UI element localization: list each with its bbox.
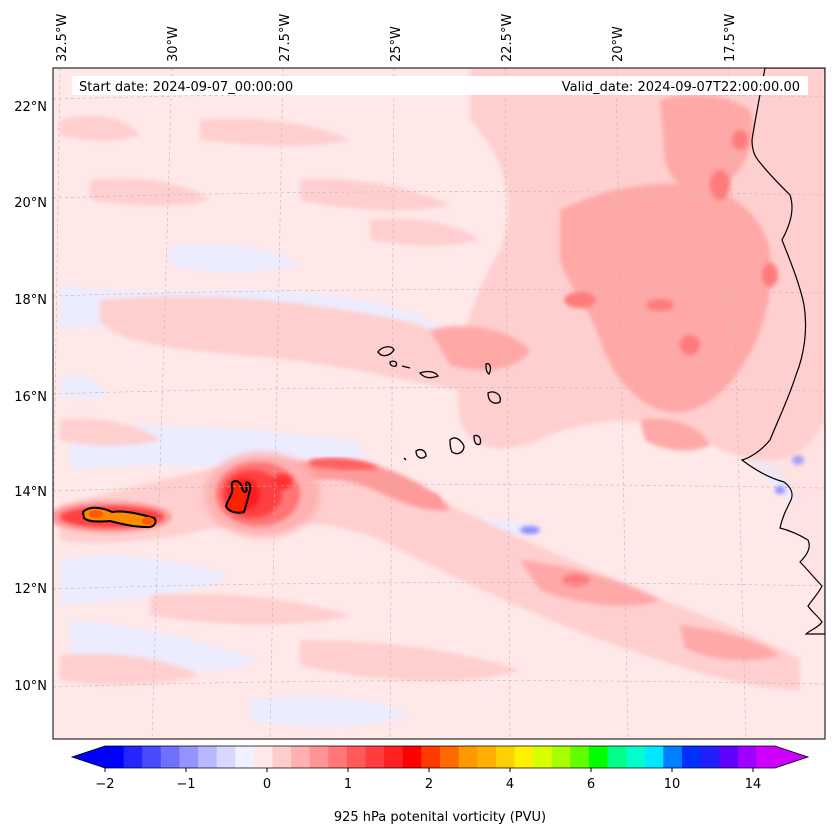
map-panel xyxy=(53,68,825,739)
colorbar-over-arrow xyxy=(775,746,808,768)
lon-label: 17.5°W xyxy=(723,14,738,62)
colorbar-tick-label: −2 xyxy=(95,777,114,792)
colorbar-cell xyxy=(458,746,478,768)
lat-label: 22°N xyxy=(14,100,47,115)
colorbar-cell xyxy=(421,746,441,768)
colorbar-cell xyxy=(105,746,125,768)
colorbar-under-arrow xyxy=(72,746,105,768)
lon-label: 32.5°W xyxy=(55,14,70,62)
lat-label: 14°N xyxy=(14,485,47,500)
colorbar-cell xyxy=(402,746,422,768)
western-vortex xyxy=(53,501,172,533)
colorbar-tick-label: 10 xyxy=(664,777,681,792)
colorbar-cell xyxy=(607,746,627,768)
colorbar-cell xyxy=(309,746,329,768)
colorbar-cell xyxy=(160,746,180,768)
colorbar-tick-label: 0 xyxy=(263,777,271,792)
start-date-label: Start date: 2024-09-07_00:00:00 xyxy=(79,80,293,95)
colorbar-cell xyxy=(142,746,162,768)
map-frame xyxy=(52,67,826,740)
colorbar-cell xyxy=(179,746,199,768)
colorbar-cell xyxy=(123,746,143,768)
colorbar-cell xyxy=(198,746,218,768)
colorbar-cell xyxy=(235,746,255,768)
colorbar-cell xyxy=(663,746,683,768)
colorbar-tick-label: −1 xyxy=(176,777,195,792)
colorbar-cell xyxy=(700,746,720,768)
colorbar-cell xyxy=(365,746,385,768)
colorbar-cell xyxy=(346,746,367,768)
lat-label: 16°N xyxy=(14,390,47,405)
lon-label: 27.5°W xyxy=(278,14,293,62)
colorbar-cell xyxy=(514,746,534,768)
colorbar-cell xyxy=(216,746,236,768)
colorbar-cell xyxy=(570,746,590,768)
colorbar: −2 −1 0 1 2 4 6 10 14 925 hPa potenital … xyxy=(70,745,810,825)
colorbar-cell xyxy=(588,746,608,768)
colorbar-cell xyxy=(272,746,292,768)
colorbar-cell xyxy=(551,746,571,768)
lat-label: 10°N xyxy=(14,679,47,694)
colorbar-cell xyxy=(253,746,273,768)
colorbar-tick-label: 2 xyxy=(425,777,433,792)
lat-label: 20°N xyxy=(14,196,47,211)
vortex-contour xyxy=(224,480,252,514)
colorbar-cells xyxy=(105,746,776,768)
colorbar-tick-label: 6 xyxy=(587,777,595,792)
colorbar-cell xyxy=(440,746,460,768)
colorbar-cell xyxy=(477,746,497,768)
valid-date-label: Valid_date: 2024-09-07T22:00:00.00 xyxy=(562,80,800,95)
gridlines xyxy=(53,68,825,739)
lat-label: 12°N xyxy=(14,582,47,597)
main-vortex xyxy=(204,453,320,537)
colorbar-cell xyxy=(719,746,739,768)
lat-label: 18°N xyxy=(14,293,47,308)
colorbar-cell xyxy=(495,746,515,768)
colorbar-tick-labels: −2 −1 0 1 2 4 6 10 14 xyxy=(95,777,761,792)
colorbar-tick-label: 1 xyxy=(344,777,352,792)
lon-label: 20°W xyxy=(611,26,626,62)
lon-label: 30°W xyxy=(166,26,181,62)
colorbar-cell xyxy=(533,746,553,768)
colorbar-cell xyxy=(384,746,404,768)
lon-label: 25°W xyxy=(389,26,404,62)
colorbar-tick-label: 4 xyxy=(506,777,514,792)
latitude-labels: 22°N 20°N 18°N 16°N 14°N 12°N 10°N xyxy=(14,100,47,694)
colorbar-ticks xyxy=(104,768,754,772)
colorbar-cell xyxy=(737,746,757,768)
colorbar-cell xyxy=(681,746,702,768)
date-banner xyxy=(72,76,808,95)
colorbar-cell xyxy=(291,746,311,768)
colorbar-cell xyxy=(644,746,664,768)
colorbar-cell xyxy=(328,746,348,768)
africa-coastline xyxy=(740,68,825,635)
moderate-positive-pv xyxy=(430,94,780,661)
cape-verde-islands xyxy=(377,346,501,461)
colorbar-cell xyxy=(756,746,776,768)
lon-label: 22.5°W xyxy=(500,14,515,62)
colorbar-tick-label: 14 xyxy=(745,777,762,792)
colorbar-cell xyxy=(626,746,646,768)
longitude-labels: 32.5°W 30°W 27.5°W 25°W 22.5°W 20°W 17.5… xyxy=(55,14,738,62)
colorbar-label: 925 hPa potenital vorticity (PVU) xyxy=(334,810,546,825)
